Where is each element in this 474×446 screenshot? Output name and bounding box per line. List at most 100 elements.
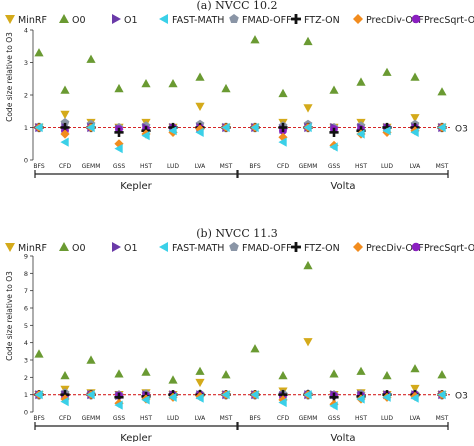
x-tick-label: LVA (410, 415, 421, 422)
y-axis-label: Code size relative to O3 (5, 271, 14, 361)
x-tick-label: HST (140, 415, 152, 422)
x-tick-label: LVA (195, 163, 206, 170)
legend-marker (159, 242, 168, 252)
data-point (437, 390, 446, 400)
data-point (329, 392, 339, 402)
chart-a-title: (a) NVCC 10.2 (196, 0, 277, 12)
legend-marker (353, 242, 363, 252)
legend-label: PrecDiv-OFF (366, 15, 424, 26)
y-tick-label: 3 (24, 357, 28, 365)
group-label: Kepler (120, 433, 152, 442)
reference-line-label: O3 (455, 392, 468, 402)
y-tick-label: 2 (24, 374, 28, 382)
reference-line-label: O3 (455, 125, 468, 135)
legend-marker (112, 242, 121, 252)
data-point (437, 87, 447, 96)
data-point (382, 126, 391, 136)
x-tick-label: HST (140, 163, 152, 170)
data-point (114, 392, 124, 402)
data-point (114, 83, 124, 93)
data-point (60, 371, 70, 380)
group-bracket: Kepler (34, 422, 238, 444)
chart-b-title: (b) NVCC 11.3 (196, 227, 278, 240)
legend-marker (5, 243, 15, 252)
data-point (329, 401, 338, 411)
legend-marker (112, 14, 121, 24)
data-point (410, 393, 419, 403)
y-tick-label: 3 (24, 59, 28, 67)
legend-marker (411, 242, 421, 252)
data-point (303, 260, 313, 270)
x-tick-label: GSS (328, 415, 340, 422)
legend-item: FTZ-ON (291, 242, 340, 254)
data-point (168, 79, 178, 88)
data-point (356, 129, 365, 139)
y-tick-label: 2 (24, 92, 28, 100)
legend-item: FMAD-OFF (229, 242, 292, 254)
data-point (382, 67, 392, 76)
legend-item: MinRF (5, 243, 47, 254)
group-bracket: Kepler (34, 170, 238, 192)
data-point (250, 390, 259, 400)
y-tick-label: 9 (24, 253, 28, 261)
x-tick-label: BFS (249, 415, 260, 422)
data-point (60, 397, 69, 407)
y-tick-label: 0 (24, 157, 28, 165)
data-point (303, 390, 312, 400)
data-point (60, 110, 70, 120)
legend-marker (229, 14, 239, 23)
data-point (278, 122, 288, 133)
x-tick-label: LUD (167, 163, 179, 170)
data-point (141, 395, 150, 405)
data-point (382, 122, 392, 133)
x-tick-label: BFS (33, 415, 44, 422)
data-point (168, 375, 178, 384)
legend-label: PrecSqrt-OFF (424, 15, 474, 26)
group-label: Kepler (120, 181, 152, 192)
legend-item: FAST-MATH (159, 242, 224, 254)
legend-marker (59, 242, 69, 251)
x-tick-label: BFS (249, 163, 260, 170)
data-point (168, 126, 177, 136)
data-point (141, 79, 151, 88)
legend-item: PrecDiv-OFF (353, 14, 424, 26)
x-tick-label: MST (436, 415, 449, 422)
legend-label: FMAD-OFF (242, 243, 292, 254)
data-point (168, 122, 178, 133)
data-point (195, 127, 204, 137)
legend-marker (159, 14, 168, 24)
legend-item: PrecSqrt-OFF (411, 14, 474, 26)
legend-label: O0 (72, 15, 86, 26)
x-tick-label: GSS (113, 163, 125, 170)
legend-item: O0 (59, 14, 86, 26)
legend-label: MinRF (18, 243, 47, 254)
data-point (278, 88, 288, 98)
data-point (34, 48, 44, 57)
data-point (114, 400, 123, 410)
legend-label: FAST-MATH (172, 243, 224, 254)
data-point (86, 122, 95, 133)
data-point (382, 392, 391, 402)
data-point (114, 144, 123, 154)
x-tick-label: LVA (195, 415, 206, 422)
x-tick-label: BFS (33, 163, 44, 170)
legend-marker (5, 15, 15, 24)
data-point (356, 77, 366, 86)
legend-label: MinRF (18, 15, 47, 26)
legend-item: PrecDiv-OFF (353, 242, 424, 254)
x-tick-label: GEMM (82, 163, 101, 170)
data-point (34, 390, 43, 400)
x-tick-label: GSS (328, 163, 340, 170)
data-point (382, 371, 392, 380)
x-tick-label: LUD (381, 415, 393, 422)
x-tick-label: HST (355, 415, 367, 422)
x-tick-label: CFD (277, 163, 290, 170)
data-point (410, 364, 420, 373)
x-tick-label: LUD (381, 163, 393, 170)
data-point (195, 393, 204, 403)
data-point (329, 85, 339, 94)
x-tick-label: MST (220, 415, 233, 422)
data-point (60, 85, 70, 94)
data-point (34, 122, 43, 133)
